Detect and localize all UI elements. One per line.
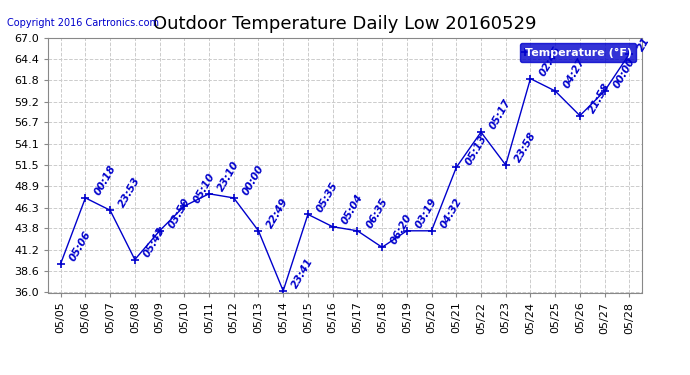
Text: 05:13: 05:13 — [463, 133, 489, 167]
Temperature (°F) — [81, 196, 90, 200]
Text: 05:04: 05:04 — [339, 192, 365, 226]
Temperature (°F) — [304, 212, 312, 217]
Text: 06:35: 06:35 — [364, 196, 390, 230]
Temperature (°F) — [600, 89, 609, 93]
Temperature (°F) — [378, 245, 386, 249]
Text: 23:10: 23:10 — [216, 159, 241, 193]
Text: 05:35: 05:35 — [315, 180, 340, 214]
Text: 23:41: 23:41 — [290, 256, 315, 290]
Text: 05:43: 05:43 — [141, 225, 167, 259]
Text: 05:06: 05:06 — [68, 229, 93, 263]
Temperature (°F) — [180, 204, 188, 209]
Temperature (°F) — [279, 289, 287, 293]
Text: 21:58: 21:58 — [586, 81, 612, 115]
Text: 04:32: 04:32 — [438, 196, 464, 230]
Text: 05:10: 05:10 — [191, 172, 217, 206]
Text: 23:58: 23:58 — [513, 130, 538, 164]
Text: 04:27: 04:27 — [562, 57, 587, 90]
Temperature (°F) — [551, 89, 560, 93]
Temperature (°F) — [230, 196, 238, 200]
Temperature (°F) — [427, 228, 435, 233]
Text: 00:00: 00:00 — [241, 164, 266, 197]
Temperature (°F) — [403, 228, 411, 233]
Legend: Temperature (°F): Temperature (°F) — [520, 43, 636, 62]
Temperature (°F) — [205, 192, 213, 196]
Text: 23:53: 23:53 — [117, 176, 142, 210]
Temperature (°F) — [477, 130, 485, 134]
Temperature (°F) — [328, 225, 337, 229]
Temperature (°F) — [155, 228, 164, 233]
Temperature (°F) — [255, 228, 263, 233]
Text: 05:17: 05:17 — [488, 98, 513, 131]
Text: 03:19: 03:19 — [414, 196, 439, 230]
Text: 00:18: 00:18 — [92, 164, 117, 197]
Temperature (°F) — [625, 52, 633, 56]
Text: 02:45: 02:45 — [538, 44, 562, 78]
Temperature (°F) — [526, 76, 535, 81]
Temperature (°F) — [353, 228, 362, 233]
Text: 21: 21 — [636, 36, 652, 53]
Text: 03:50: 03:50 — [166, 196, 192, 230]
Temperature (°F) — [106, 208, 115, 213]
Temperature (°F) — [57, 261, 65, 266]
Title: Outdoor Temperature Daily Low 20160529: Outdoor Temperature Daily Low 20160529 — [153, 15, 537, 33]
Text: Copyright 2016 Cartronics.com: Copyright 2016 Cartronics.com — [7, 18, 159, 28]
Text: 06:20: 06:20 — [389, 213, 414, 246]
Line: Temperature (°F): Temperature (°F) — [57, 50, 633, 295]
Text: 00:00: 00:00 — [611, 57, 637, 90]
Temperature (°F) — [575, 113, 584, 118]
Temperature (°F) — [452, 165, 460, 170]
Temperature (°F) — [130, 257, 139, 262]
Temperature (°F) — [502, 163, 510, 167]
Text: 22:49: 22:49 — [266, 196, 290, 230]
